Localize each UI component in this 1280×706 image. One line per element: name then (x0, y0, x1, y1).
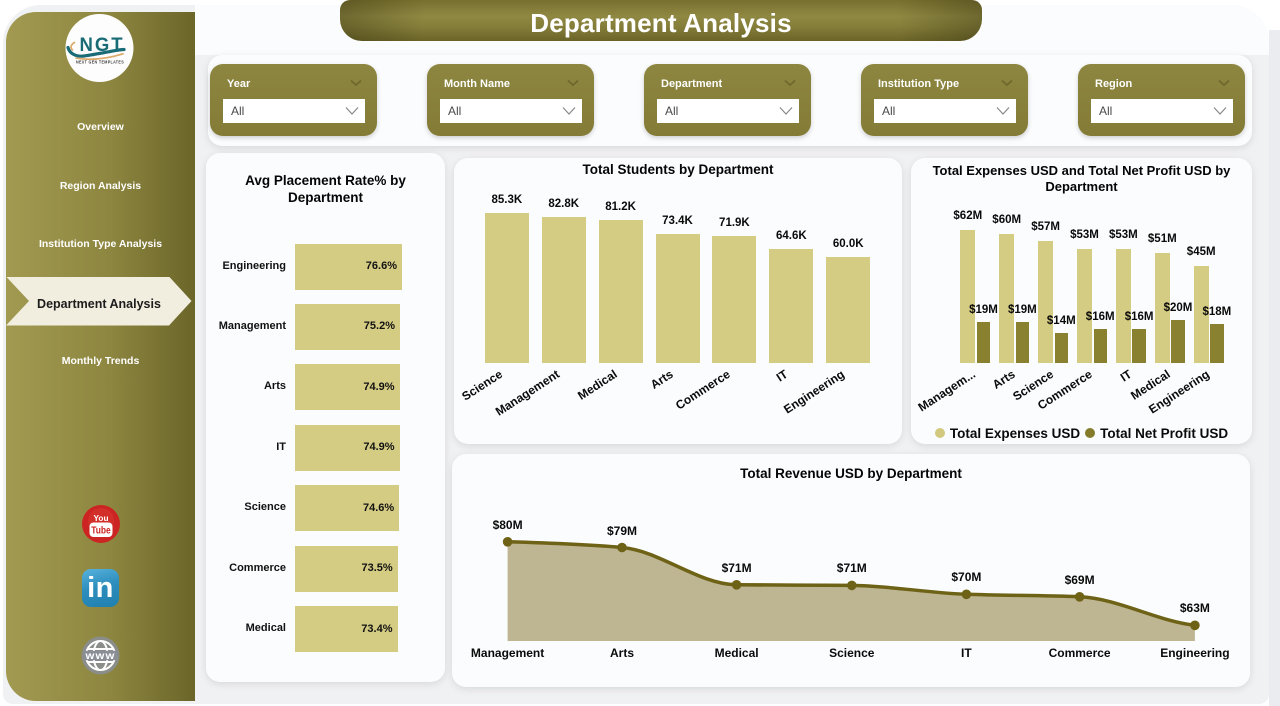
svg-text:NEXT GEN TEMPLATES: NEXT GEN TEMPLATES (76, 60, 124, 65)
svg-text:Tube: Tube (91, 525, 111, 536)
svg-text:You: You (94, 513, 109, 523)
svg-text:www: www (84, 651, 115, 662)
